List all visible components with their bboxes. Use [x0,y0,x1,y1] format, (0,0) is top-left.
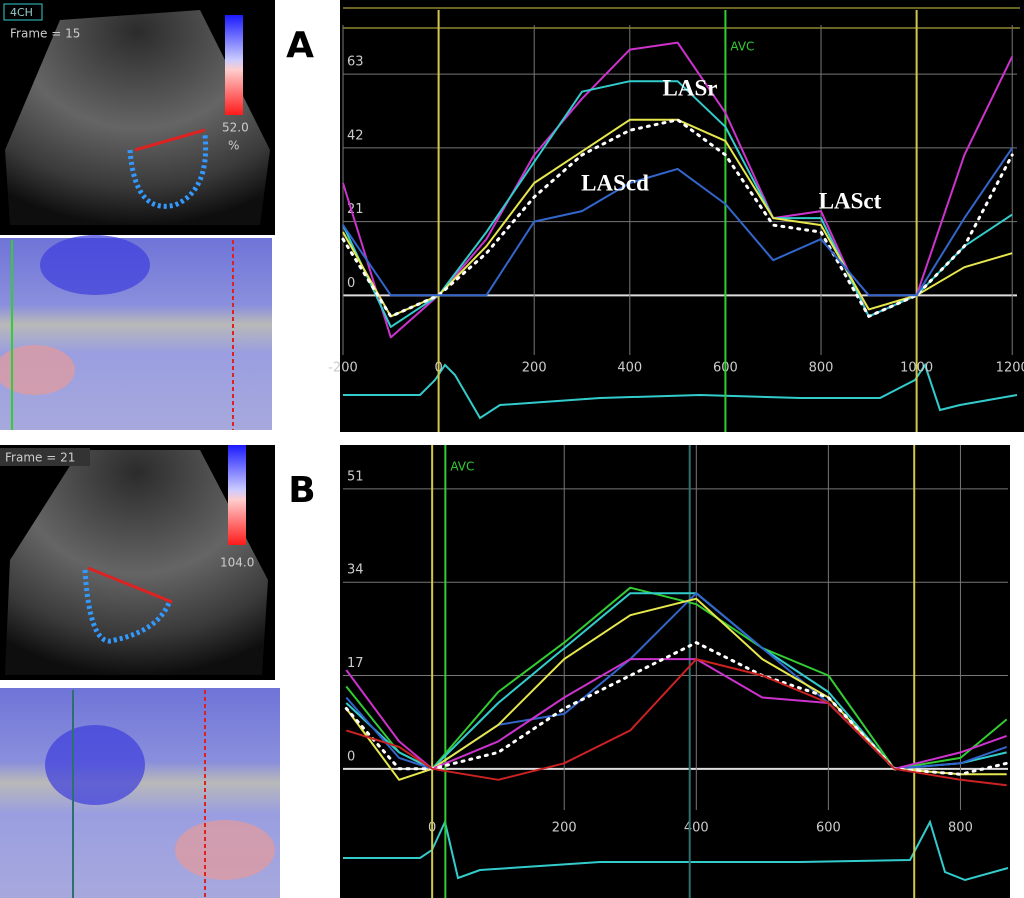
annotation: LASct [819,188,882,213]
frame-box [0,448,90,466]
chart-a-bg [340,0,1024,432]
map-blob [175,820,275,880]
x-tick-label: -200 [328,361,358,376]
frame-label: Frame = 21 [5,451,75,465]
y-tick-label: 42 [347,128,364,143]
y-tick-label: 63 [347,55,364,70]
y-tick-label: 17 [347,656,364,671]
unit-label: % [228,139,239,153]
view-label: 4CH [10,6,33,19]
x-tick-label: 200 [522,361,547,376]
frame-label: Frame = 15 [10,27,80,41]
x-tick-label: 800 [809,361,834,376]
tracking [82,569,173,644]
x-tick-label: 600 [816,821,841,836]
strain-curve [346,658,1007,787]
x-tick-label: 400 [617,361,642,376]
annotation: LASr [663,75,718,100]
y-tick-label: 0 [347,749,355,764]
scale-label: 104.0 [220,556,254,570]
y-tick-label: 0 [347,276,355,291]
echo-sector [5,450,268,675]
y-tick-label: 21 [347,202,364,217]
strain-curve [341,118,1014,318]
tracking [127,134,209,209]
panel-label: A [286,25,314,66]
axis-marker [134,128,206,152]
ecg-trace [343,362,1018,420]
map-blob [45,725,145,805]
axis-marker [87,566,173,604]
y-tick-label: 51 [347,469,364,484]
color-bar [228,445,246,545]
x-tick-label: 400 [684,821,709,836]
event-label: AVC [450,460,474,474]
ecg-trace [343,818,1009,882]
annotation: LAScd [581,170,649,195]
y-tick-label: 34 [347,563,364,578]
map-blob [40,235,150,295]
scale-label: 52.0 [222,121,249,135]
strain-curve [345,592,1008,770]
strain-curve [344,641,1009,776]
color-bar [225,15,243,115]
x-tick-label: 800 [948,821,973,836]
event-label: AVC [730,40,754,54]
panel-label: B [288,470,315,511]
strain-curve [342,147,1014,297]
view-box [3,3,43,21]
map-blob [0,345,75,395]
chart-b-bg [340,445,1010,898]
x-tick-label: 200 [552,821,577,836]
